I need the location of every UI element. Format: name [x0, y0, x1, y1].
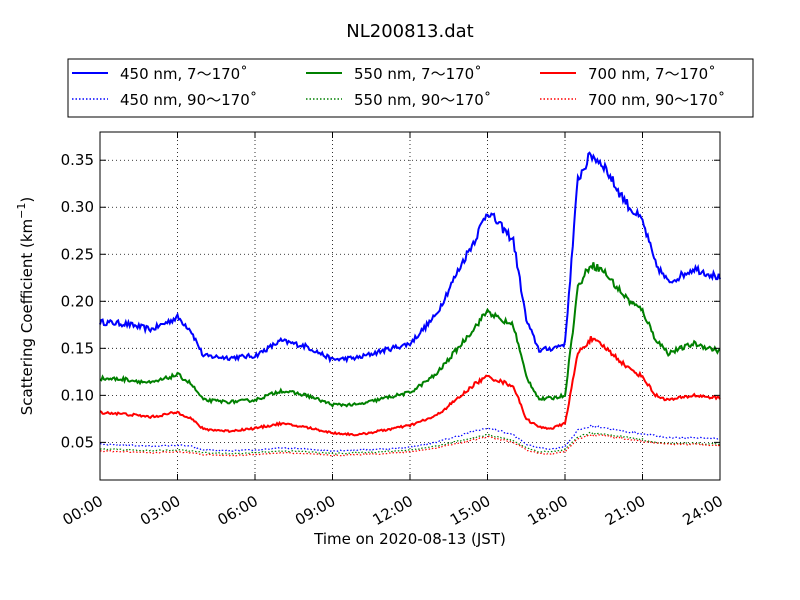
legend-label: 450 nm, 7～170˚	[120, 65, 248, 83]
grid	[100, 132, 720, 480]
y-tick-label: 0.10	[61, 386, 94, 404]
y-axis-label: Scattering Coefficient (km−1)	[15, 197, 36, 416]
x-tick-label: 03:00	[137, 492, 183, 529]
series-line	[99, 151, 721, 364]
x-axis-label: Time on 2020-08-13 (JST)	[313, 530, 506, 548]
legend-label: 700 nm, 90～170˚	[588, 91, 725, 109]
series-line	[99, 431, 721, 455]
y-tick-label: 0.20	[61, 292, 94, 310]
y-tick-label: 0.30	[61, 198, 94, 216]
y-tick-label: 0.15	[61, 339, 94, 357]
legend-label: 700 nm, 7～170˚	[588, 65, 716, 83]
x-tick-label: 24:00	[680, 492, 726, 529]
y-axis-label-close: )	[18, 197, 36, 203]
x-tick-label: 15:00	[447, 492, 493, 529]
x-tick-label: 00:00	[60, 492, 106, 529]
x-tick-label: 21:00	[602, 492, 648, 529]
chart-title: NL200813.dat	[346, 21, 473, 42]
x-tick-label: 18:00	[525, 492, 571, 529]
ticks: 00:00 03:00 06:00 09:00 12:00 15:00 18:00 21:00…	[60, 132, 726, 529]
series-line	[99, 336, 721, 437]
y-tick-label: 0.25	[61, 245, 94, 263]
legend-frame	[67, 58, 754, 118]
y-tick-label: 0.05	[61, 433, 94, 451]
legend-label: 450 nm, 90～170˚	[120, 91, 257, 109]
y-tick-label: 0.35	[61, 151, 94, 169]
legend: 450 nm, 7～170˚ 450 nm, 90～170˚ 550 nm, 7～1…	[67, 58, 754, 118]
legend-label: 550 nm, 90～170˚	[354, 91, 491, 109]
series-group	[99, 151, 721, 457]
y-axis-label-main: Scattering Coefficient (km	[18, 219, 36, 415]
legend-label: 550 nm, 7～170˚	[354, 65, 482, 83]
y-axis-label-sup: −1	[15, 203, 28, 219]
series-line	[99, 262, 721, 409]
series-line	[99, 424, 721, 453]
series-line	[99, 433, 721, 457]
x-tick-label: 09:00	[292, 492, 338, 529]
x-tick-label: 06:00	[215, 492, 261, 529]
x-tick-label: 12:00	[370, 492, 416, 529]
